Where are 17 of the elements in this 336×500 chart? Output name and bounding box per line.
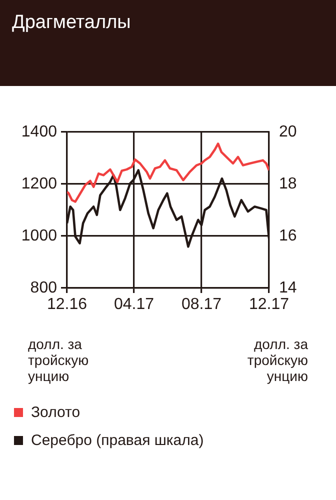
legend-label: Серебро (правая шкала) [31, 432, 204, 448]
y2-tick-label: 20 [279, 123, 297, 140]
y-tick-label: 1200 [21, 175, 58, 192]
y-tick-label: 800 [30, 279, 58, 296]
chart-title: Драгметаллы [12, 12, 131, 34]
legend-label: Золото [31, 404, 80, 420]
x-tick-label: 04.17 [114, 296, 154, 314]
y2-tick-label: 14 [279, 279, 297, 296]
x-tick-label: 12.16 [46, 296, 88, 314]
y-tick-label: 1000 [21, 227, 58, 244]
x-tick-label: 12.17 [248, 296, 290, 314]
y2-axis-title: долл. за тройскую унцию [246, 336, 308, 384]
y-axis-title: долл. за тройскую унцию [28, 336, 90, 384]
y2-tick-label: 18 [279, 175, 297, 192]
y-tick-label: 1400 [21, 123, 58, 140]
x-tick-label: 08.17 [181, 296, 222, 314]
y2-tick-label: 16 [279, 227, 297, 244]
